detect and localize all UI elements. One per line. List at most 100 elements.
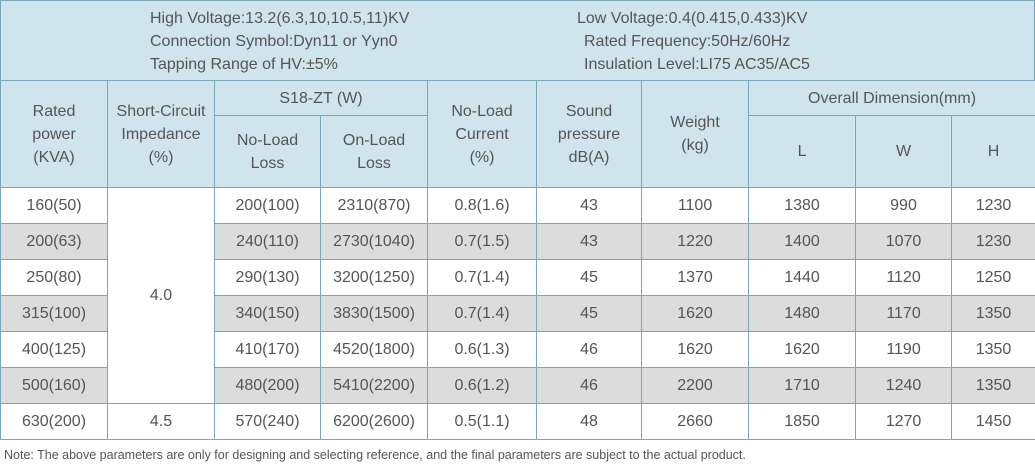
cell-no-load-loss: 240(110) xyxy=(214,223,321,260)
header-length: L xyxy=(748,115,857,188)
cell-length: 1620 xyxy=(748,331,857,368)
cell-height: 1230 xyxy=(951,187,1035,224)
cell-current: 0.7(1.4) xyxy=(427,259,538,296)
cell-width: 1120 xyxy=(855,259,953,296)
cell-power: 630(200) xyxy=(0,403,108,440)
insulation-level-text: Insulation Level:LI75 AC35/AC5 xyxy=(584,56,810,73)
header-impedance-line3: (%) xyxy=(148,148,174,166)
cell-power: 250(80) xyxy=(0,259,108,296)
cell-width: 1270 xyxy=(855,403,953,440)
header-no-load-loss: No-Load Loss xyxy=(214,115,321,188)
rated-frequency-text: Rated Frequency:50Hz/60Hz xyxy=(584,33,791,50)
cell-weight: 2660 xyxy=(641,403,750,440)
cell-current: 0.8(1.6) xyxy=(427,187,538,224)
cell-width: 1190 xyxy=(855,331,953,368)
cell-width: 1240 xyxy=(855,367,953,404)
header-rated-power-line1: Rated xyxy=(32,102,76,120)
cell-current: 0.7(1.4) xyxy=(427,295,538,332)
cell-sound: 48 xyxy=(536,403,643,440)
cell-height: 1250 xyxy=(951,259,1035,296)
cell-height: 1450 xyxy=(951,403,1035,440)
cell-power: 400(125) xyxy=(0,331,108,368)
cell-no-load-loss: 290(130) xyxy=(214,259,321,296)
cell-width: 1170 xyxy=(855,295,953,332)
cell-sound: 45 xyxy=(536,295,643,332)
cell-current: 0.6(1.2) xyxy=(427,367,538,404)
header-weight-line1: Weight xyxy=(670,114,720,131)
header-current-line3: (%) xyxy=(469,148,495,166)
cell-current: 0.6(1.3) xyxy=(427,331,538,368)
table-row: 250(80) 290(130) 3200(1250) 0.7(1.4) 45 … xyxy=(0,259,1035,296)
header-sound-line1: Sound xyxy=(565,102,613,120)
header-oll-line2: Loss xyxy=(357,154,391,172)
cell-sound: 45 xyxy=(536,259,643,296)
cell-length: 1480 xyxy=(748,295,857,332)
header-sound-line3: dB(A) xyxy=(568,148,610,166)
table-row: 200(63) 240(110) 2730(1040) 0.7(1.5) 43 … xyxy=(0,223,1035,260)
header-weight-line2: (kg) xyxy=(681,137,709,154)
header-current-line2: Current xyxy=(455,125,509,143)
table-row: 630(200) 4.5 570(240) 6200(2600) 0.5(1.1… xyxy=(0,403,1035,440)
cell-no-load-loss: 200(100) xyxy=(214,187,321,224)
header-nll-line2: Loss xyxy=(250,154,285,172)
cell-weight: 1100 xyxy=(641,187,750,224)
cell-impedance: 4.0 xyxy=(107,187,215,404)
spec-header: High Voltage:13.2(6.3,10,10.5,11)KV Conn… xyxy=(0,0,1035,80)
cell-on-load-loss: 3830(1500) xyxy=(319,295,429,332)
cell-length: 1440 xyxy=(748,259,857,296)
header-impedance-line2: Impedance xyxy=(121,125,201,143)
cell-no-load-loss: 340(150) xyxy=(214,295,321,332)
footnote: Note: The above parameters are only for … xyxy=(4,448,746,462)
cell-impedance: 4.5 xyxy=(107,403,215,440)
cell-current: 0.7(1.5) xyxy=(427,223,538,260)
cell-power: 500(160) xyxy=(0,367,108,404)
cell-weight: 2200 xyxy=(641,367,750,404)
cell-sound: 43 xyxy=(536,187,643,224)
cell-on-load-loss: 5410(2200) xyxy=(319,367,429,404)
cell-on-load-loss: 4520(1800) xyxy=(319,331,429,368)
header-nll-line1: No-Load xyxy=(236,131,299,149)
low-voltage-text: Low Voltage:0.4(0.415,0.433)KV xyxy=(577,10,808,27)
cell-no-load-loss: 480(200) xyxy=(214,367,321,404)
header-no-load-current: No-Load Current (%) xyxy=(427,80,538,188)
header-sound-line2: pressure xyxy=(557,125,621,143)
cell-width: 990 xyxy=(855,187,953,224)
header-loss-group: S18-ZT (W) xyxy=(213,80,429,116)
cell-length: 1710 xyxy=(748,367,857,404)
header-rated-power-line2: power xyxy=(32,125,76,143)
header-on-load-loss: On-Load Loss xyxy=(319,115,429,188)
cell-on-load-loss: 2730(1040) xyxy=(319,223,429,260)
header-row-2: No-Load Loss On-Load Loss L W H xyxy=(1,115,1035,188)
cell-no-load-loss: 570(240) xyxy=(214,403,321,440)
cell-on-load-loss: 6200(2600) xyxy=(319,403,429,440)
header-sound: Sound pressure dB(A) xyxy=(536,80,643,188)
table-row: 500(160) 480(200) 5410(2200) 0.6(1.2) 46… xyxy=(0,367,1035,404)
cell-sound: 43 xyxy=(536,223,643,260)
table-row: 160(50) 4.0 200(100) 2310(870) 0.8(1.6) … xyxy=(0,187,1035,404)
cell-power: 315(100) xyxy=(0,295,108,332)
cell-on-load-loss: 3200(1250) xyxy=(319,259,429,296)
cell-current: 0.5(1.1) xyxy=(427,403,538,440)
cell-length: 1380 xyxy=(748,187,857,224)
cell-height: 1350 xyxy=(951,367,1035,404)
header-rated-power-line3: (KVA) xyxy=(33,148,75,166)
header-oll-line1: On-Load xyxy=(342,131,406,149)
cell-length: 1400 xyxy=(748,223,857,260)
cell-on-load-loss: 2310(870) xyxy=(319,187,429,224)
cell-weight: 1620 xyxy=(641,295,750,332)
cell-height: 1350 xyxy=(951,295,1035,332)
header-height: H xyxy=(951,115,1035,188)
cell-power: 200(63) xyxy=(0,223,108,260)
cell-length: 1850 xyxy=(748,403,857,440)
cell-width: 1070 xyxy=(855,223,953,260)
tapping-range-text: Tapping Range of HV:±5% xyxy=(150,56,338,73)
header-row-1: Rated power (KVA) Short-Circuit Impedanc… xyxy=(0,80,1035,188)
high-voltage-text: High Voltage:13.2(6.3,10,10.5,11)KV xyxy=(150,10,410,27)
cell-height: 1350 xyxy=(951,331,1035,368)
cell-height: 1230 xyxy=(951,223,1035,260)
connection-symbol-text: Connection Symbol:Dyn11 or Yyn0 xyxy=(150,33,398,50)
spec-table: Rated power (KVA) Short-Circuit Impedanc… xyxy=(0,80,1035,440)
header-impedance: Short-Circuit Impedance (%) xyxy=(107,80,215,188)
cell-weight: 1370 xyxy=(641,259,750,296)
